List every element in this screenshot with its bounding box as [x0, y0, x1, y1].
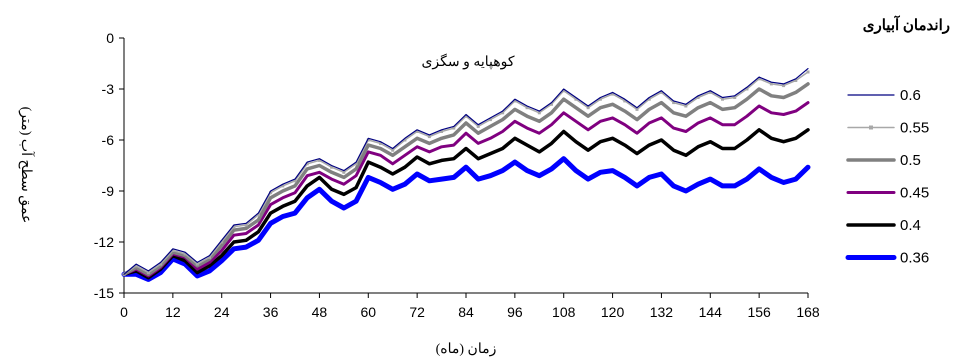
- series-point-0.55: [757, 77, 761, 81]
- series-point-0.55: [586, 106, 590, 110]
- series-point-0.55: [525, 106, 529, 110]
- series-point-0.55: [745, 87, 749, 91]
- legend: راندمان آبیاری 0.6 0.55 0.5 0.45 0.4 0.36: [845, 15, 950, 267]
- series-point-0.55: [611, 92, 615, 96]
- series-line-0.45: [122, 101, 810, 278]
- series-point-0.55: [256, 213, 260, 217]
- x-tick-label: 108: [552, 304, 576, 320]
- y-tick-label: -15: [94, 285, 114, 301]
- axes: 0 -3 -6 -9 -12 -15 0 12 24 36 48 60 72 84 96 108 120 132 1…: [94, 30, 820, 320]
- series-point-0.55: [220, 240, 224, 244]
- series-point-0.55: [562, 89, 566, 93]
- legend-label-0.45: 0.45: [900, 185, 929, 202]
- y-tick-label: 0: [106, 30, 114, 46]
- series-point-0.55: [623, 99, 627, 103]
- series-point-0.55: [452, 126, 456, 130]
- x-tick-label: 0: [120, 304, 128, 320]
- series-line-0.5: [122, 82, 810, 277]
- series-point-0.55: [476, 124, 480, 128]
- series-point-0.55: [647, 97, 651, 101]
- series-point-0.55: [794, 79, 798, 82]
- series-point-0.55: [721, 97, 724, 101]
- series-line-0.4: [122, 128, 810, 280]
- series-point-0.55: [354, 162, 358, 166]
- series-point-0.55: [403, 138, 407, 142]
- series-point-0.55: [708, 90, 712, 94]
- x-axis-title: زمان (ماه): [436, 342, 497, 357]
- series-point-0.55: [195, 262, 199, 266]
- series-point-0.55: [134, 264, 138, 268]
- legend-title: راندمان آبیاری: [863, 15, 950, 34]
- series-point-0.55: [366, 138, 370, 142]
- series-point-0.55: [232, 225, 236, 229]
- x-tick-label: 36: [263, 304, 279, 320]
- series-point-0.55: [684, 104, 688, 108]
- series-point-0.55: [550, 102, 553, 106]
- series-point-0.55: [159, 262, 163, 266]
- series-point-0.55: [696, 96, 700, 99]
- legend-label-0.4: 0.4: [900, 217, 921, 234]
- legend-label-0.5: 0.5: [900, 152, 921, 169]
- series-point-0.55: [672, 101, 676, 105]
- x-tick-label: 72: [409, 304, 425, 320]
- series-lines: [121, 67, 811, 282]
- series-point-0.55: [415, 130, 419, 133]
- series-point-0.55: [379, 141, 382, 145]
- series-point-0.55: [501, 111, 505, 115]
- x-tick-label: 132: [650, 304, 674, 320]
- series-line-0.6: [123, 67, 809, 275]
- series-point-0.55: [488, 118, 492, 122]
- series-point-0.55: [330, 165, 334, 169]
- series-point-0.55: [208, 255, 211, 259]
- series-point-0.55: [635, 107, 639, 111]
- y-tick-label: -12: [94, 234, 114, 250]
- series-point-0.55: [183, 252, 187, 256]
- legend-label-0.55: 0.55: [900, 120, 929, 137]
- legend-label-0.36: 0.36: [900, 250, 929, 267]
- series-point-0.55: [574, 97, 578, 101]
- series-point-0.55: [146, 271, 150, 275]
- series-point-0.55: [464, 114, 468, 118]
- series-point-0.55: [171, 249, 175, 252]
- y-axis-title: عمق سطح آب (متر): [18, 107, 36, 224]
- x-tick-label: 24: [214, 304, 230, 320]
- series-point-0.55: [733, 96, 737, 99]
- series-point-0.55: [598, 97, 602, 101]
- series-line-0.36: [121, 156, 811, 282]
- series-point-0.55: [281, 184, 285, 188]
- y-tick-label: -3: [102, 81, 115, 97]
- series-point-0.55: [440, 130, 444, 133]
- series-point-0.55: [782, 84, 786, 88]
- x-tick-label: 12: [165, 304, 181, 320]
- y-tick-label: -6: [102, 132, 115, 148]
- series-point-0.55: [293, 179, 297, 183]
- series-point-0.55: [769, 82, 773, 86]
- series-point-0.55: [305, 162, 309, 166]
- x-tick-label: 96: [507, 304, 523, 320]
- series-point-0.55: [317, 158, 321, 162]
- x-tick-label: 156: [747, 304, 771, 320]
- x-tick-label: 120: [601, 304, 625, 320]
- chart-annotation: کوهپایه و سگزی: [421, 53, 514, 70]
- legend-label-0.6: 0.6: [900, 87, 921, 104]
- x-tick-label: 60: [360, 304, 376, 320]
- x-tick-label: 168: [796, 304, 820, 320]
- series-point-0.55: [513, 99, 517, 103]
- legend-marker-0.55: [869, 125, 873, 130]
- x-tick-label: 84: [458, 304, 474, 320]
- series-point-0.55: [391, 148, 395, 152]
- x-tick-label: 48: [312, 304, 328, 320]
- series-point-0.55: [537, 111, 541, 115]
- x-tick-label: 144: [699, 304, 723, 320]
- series-point-0.55: [659, 90, 663, 94]
- series-point-0.55: [427, 135, 431, 139]
- y-tick-label: -9: [102, 183, 115, 199]
- series-point-0.55: [342, 170, 346, 174]
- series-point-0.55: [806, 70, 810, 74]
- series-point-0.55: [269, 191, 273, 195]
- series-point-0.55: [244, 223, 248, 227]
